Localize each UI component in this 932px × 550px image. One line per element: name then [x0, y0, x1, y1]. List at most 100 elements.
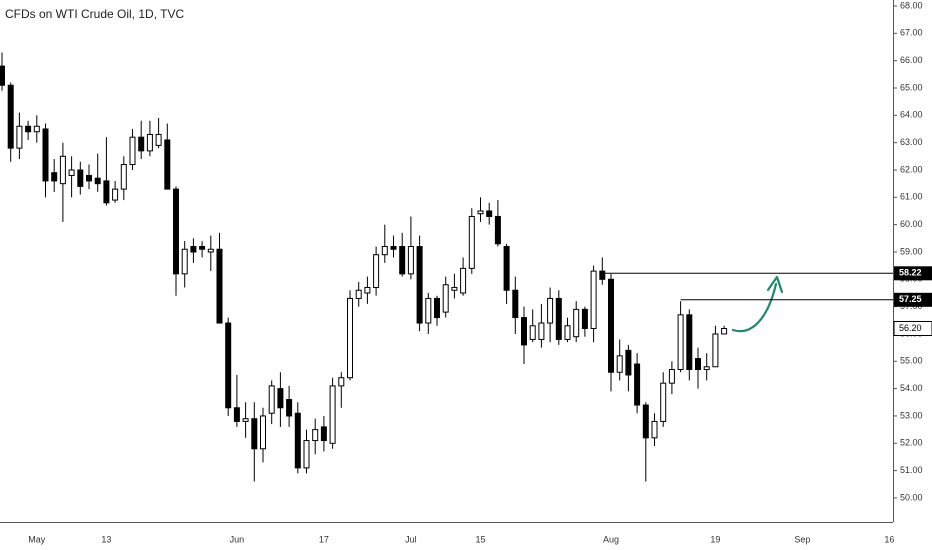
y-tick-label: 62.00 — [900, 164, 923, 174]
candle-body — [381, 246, 388, 256]
candle-body — [277, 388, 284, 409]
level-price-label: 58.22 — [899, 268, 922, 278]
candle-body — [103, 180, 110, 204]
x-tick-label: Jun — [230, 534, 245, 544]
candle-body — [86, 174, 92, 182]
candle-body — [16, 125, 23, 149]
candle-body — [33, 125, 40, 133]
candle-body — [364, 287, 371, 294]
candle-body — [207, 248, 214, 253]
y-tick-label: 54.00 — [900, 383, 923, 393]
x-tick-label: 16 — [884, 534, 894, 544]
candle-body — [294, 412, 301, 469]
candle-body — [608, 278, 614, 373]
x-tick-label: 15 — [475, 534, 485, 544]
candle-body — [320, 426, 327, 442]
candle-body — [94, 177, 101, 185]
candle-body — [590, 270, 597, 330]
candle-body — [7, 84, 14, 149]
candle-body — [460, 267, 467, 294]
candle-body — [494, 215, 501, 245]
candle-body — [399, 246, 406, 275]
candle-body — [616, 355, 623, 373]
candle-body — [390, 246, 397, 250]
x-tick-label: 17 — [319, 534, 329, 544]
y-tick-label: 52.00 — [900, 438, 923, 448]
candle-body — [695, 358, 701, 370]
x-tick-label: May — [28, 534, 46, 544]
candle-body — [434, 297, 440, 319]
y-tick-label: 63.00 — [900, 137, 923, 147]
y-tick-label: 53.00 — [900, 410, 923, 420]
candle-body — [251, 418, 258, 450]
candle-body — [120, 164, 127, 190]
candle-body — [712, 333, 719, 368]
y-tick-label: 59.00 — [900, 246, 923, 256]
level-price-label: 57.25 — [899, 294, 922, 304]
candle-body — [51, 172, 58, 182]
candle-body — [599, 270, 606, 280]
candle-body — [0, 65, 5, 86]
candle-body — [199, 246, 206, 250]
candle-body — [68, 169, 75, 176]
candle-body — [25, 125, 32, 133]
candle-body — [77, 169, 84, 187]
candle-body — [181, 248, 188, 275]
candle-body — [581, 308, 588, 330]
y-tick-label: 50.00 — [900, 492, 923, 502]
candle-body — [573, 308, 580, 338]
candle-body — [486, 210, 493, 217]
arrow-head — [766, 275, 784, 294]
y-tick-label: 55.00 — [900, 356, 923, 366]
candle-body — [721, 328, 728, 335]
candle-body — [442, 284, 449, 313]
candle-body — [625, 349, 632, 376]
candle-body — [407, 246, 414, 275]
candle-body — [529, 325, 536, 340]
candle-body — [303, 440, 310, 469]
arrow — [731, 282, 778, 333]
candle-body — [555, 297, 562, 340]
candle-body — [268, 385, 275, 414]
candle-body — [112, 188, 119, 201]
candle-body — [129, 136, 136, 166]
y-tick-label: 51.00 — [900, 465, 923, 475]
candle-body — [547, 297, 554, 324]
candle-body — [286, 399, 293, 417]
candle-body — [642, 404, 649, 439]
candle-body — [477, 210, 484, 215]
level-price-box — [894, 292, 932, 307]
candle-body — [677, 314, 684, 370]
x-tick-label: Jul — [405, 534, 417, 544]
candle-body — [634, 363, 641, 406]
candle-body — [216, 248, 223, 324]
candle-body — [42, 128, 49, 182]
y-tick-label: 65.00 — [900, 82, 923, 92]
y-tick-label: 68.00 — [900, 0, 923, 10]
candle-body — [155, 133, 162, 146]
candle-body — [521, 317, 527, 346]
candle-body — [686, 314, 693, 370]
x-tick-label: 19 — [710, 534, 720, 544]
candle-body — [373, 254, 380, 289]
candle-body — [355, 289, 362, 299]
y-tick-label: 67.00 — [900, 28, 923, 38]
candle-body — [59, 155, 66, 185]
candle-body — [338, 377, 345, 387]
y-tick-label: 66.00 — [900, 55, 923, 65]
candle-body — [660, 382, 667, 422]
x-tick-label: Sep — [794, 534, 810, 544]
candle-body — [651, 420, 658, 439]
candle-body — [416, 246, 423, 324]
candle-body — [146, 133, 153, 152]
candle-body — [468, 215, 475, 269]
candle-body — [347, 297, 353, 379]
candle-body — [312, 429, 319, 442]
last-price-box — [893, 321, 932, 337]
candle-body — [512, 289, 519, 319]
candle-body — [138, 136, 145, 152]
candle-body — [564, 325, 571, 340]
candle-body — [173, 188, 179, 275]
